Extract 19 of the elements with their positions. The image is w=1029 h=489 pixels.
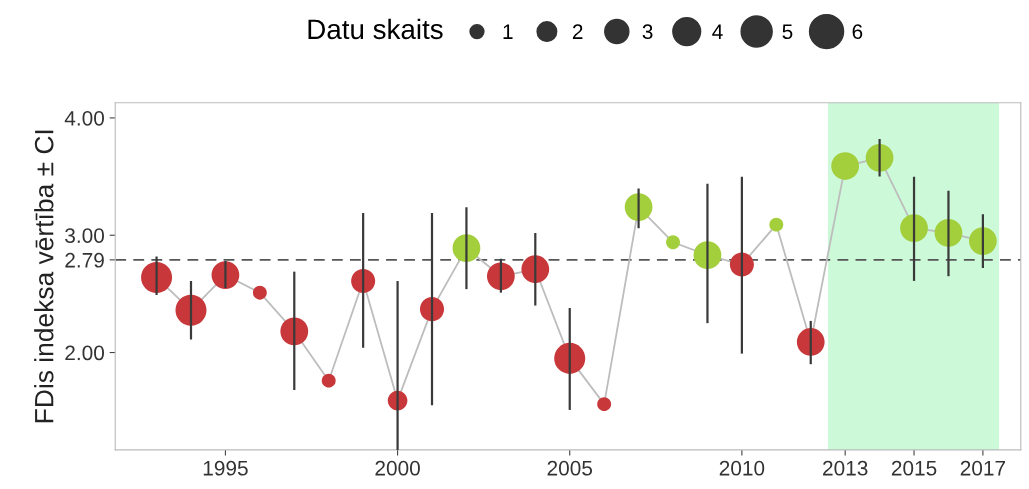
legend-label: 6 xyxy=(852,24,863,40)
x-tick-label: 2017 xyxy=(960,460,1006,476)
x-tick-label: 2015 xyxy=(891,460,937,476)
legend-label: 2 xyxy=(572,24,583,39)
y-axis-title: FDis indeksa vērtība ± CI xyxy=(34,130,54,423)
x-tick-label: 2010 xyxy=(719,460,765,476)
y-tick-label: 4.00 xyxy=(64,110,105,126)
x-tick-label: 1995 xyxy=(203,460,248,476)
legend-label: 4 xyxy=(712,24,723,39)
x-tick-label: 2000 xyxy=(375,460,420,476)
y-tick-label: 3.00 xyxy=(65,228,105,243)
legend-label: 3 xyxy=(642,24,653,40)
x-tick-label: 2005 xyxy=(547,460,593,476)
legend-title: Datu skaits xyxy=(308,18,443,40)
x-tick-label: 2013 xyxy=(823,460,868,476)
legend-label: 1 xyxy=(503,24,513,39)
y-tick-label: 2.79 xyxy=(65,252,104,268)
legend-label: 5 xyxy=(782,24,793,40)
y-tick-label: 2.00 xyxy=(65,345,105,361)
